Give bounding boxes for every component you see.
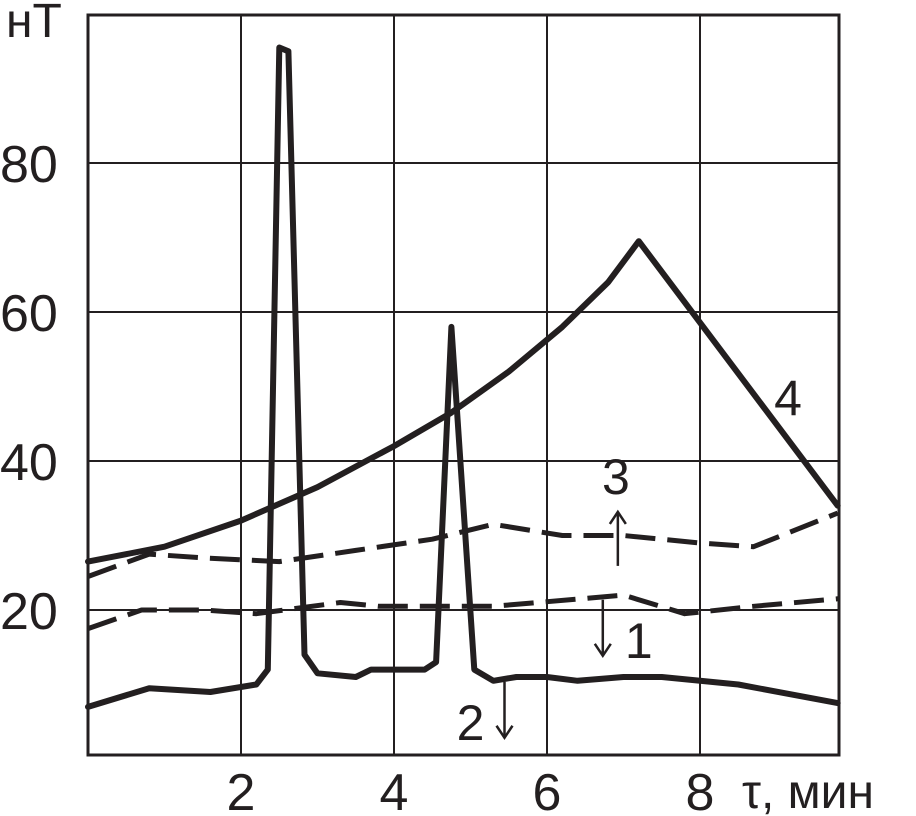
x-axis-label: τ, мин (742, 766, 874, 816)
series-line-2 (85, 44, 841, 710)
y-axis-label: нТ (6, 0, 62, 48)
arrowhead-icon (608, 509, 627, 525)
series-label-1: 1 (625, 613, 653, 669)
series-line-3 (87, 510, 839, 579)
x-tick-label: 4 (380, 764, 409, 816)
series-label-2: 2 (457, 695, 485, 751)
plot-area (88, 15, 839, 755)
series-label-4: 4 (774, 371, 802, 427)
x-tick-label: 6 (533, 764, 562, 816)
annotations: 1 2 3 4 (457, 371, 802, 751)
y-tick-label: 20 (0, 583, 58, 641)
series-line-4 (85, 238, 841, 565)
series-label-3: 3 (602, 449, 630, 505)
y-tick-label: 40 (0, 434, 58, 492)
x-tick-label: 2 (227, 764, 256, 816)
y-tick-label: 60 (0, 285, 58, 343)
series-line-1 (87, 592, 838, 631)
y-tick-label: 80 (0, 136, 58, 194)
arrowhead-icon (593, 643, 612, 659)
plot-frame (86, 13, 841, 757)
series-layer (85, 44, 841, 710)
arrowhead-icon (495, 725, 514, 741)
x-tick-label: 8 (686, 764, 715, 816)
